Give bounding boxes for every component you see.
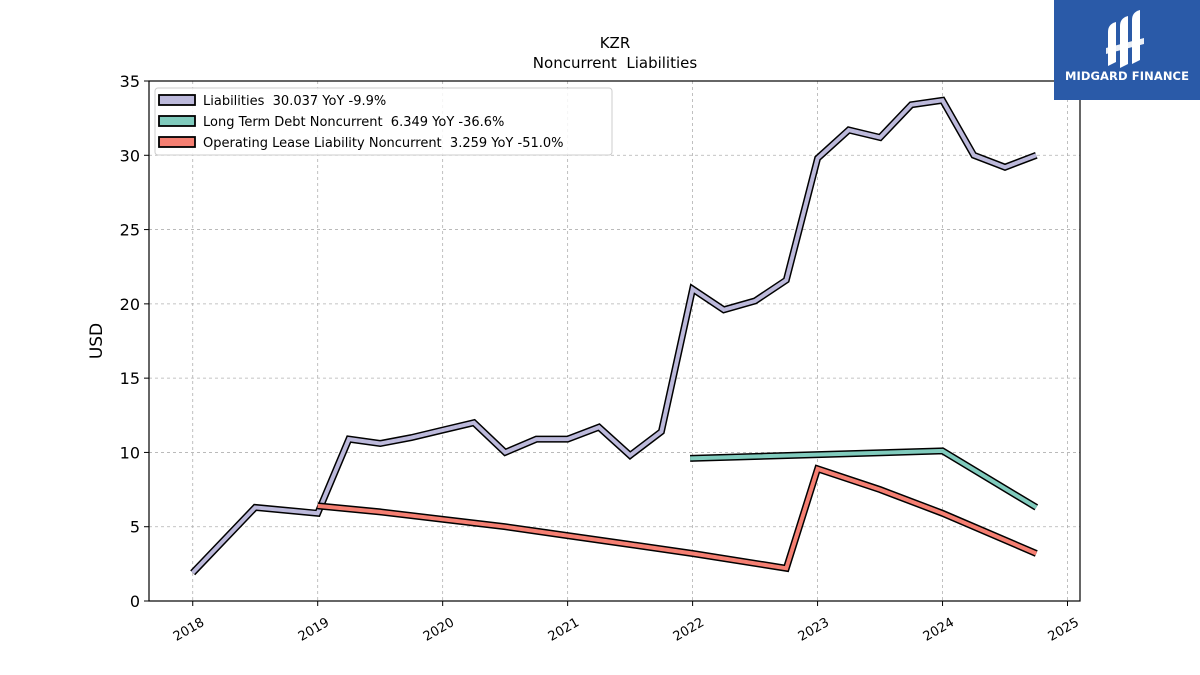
- series-line-1: [690, 448, 1038, 510]
- x-tick-label: 2019: [296, 615, 332, 645]
- y-tick-label: 30: [120, 146, 140, 165]
- y-tick-label: 15: [120, 369, 140, 388]
- y-tick-label: 20: [120, 295, 140, 314]
- x-tick-label: 2025: [1046, 615, 1082, 645]
- chart-title: KZR: [600, 34, 631, 52]
- x-tick-label: 2023: [796, 615, 832, 645]
- legend-swatch-2: [158, 136, 196, 148]
- plot-frame: [148, 80, 1081, 602]
- chart-subtitle: Noncurrent Liabilities: [533, 54, 698, 72]
- series-line-0: [191, 98, 1038, 575]
- brand-mark-icon: [1106, 10, 1144, 68]
- x-tick-label: 2018: [171, 615, 207, 645]
- brand-logo: MIDGARD FINANCE: [1054, 0, 1200, 100]
- legend-swatch-1: [158, 115, 196, 127]
- x-tick-label: 2024: [921, 615, 957, 645]
- x-tick-label: 2022: [671, 615, 707, 645]
- legend: Liabilities 30.037 YoY -9.9% Long Term De…: [154, 87, 613, 156]
- y-tick-label: 25: [120, 221, 140, 240]
- legend-label-2: Operating Lease Liability Noncurrent 3.2…: [203, 136, 564, 151]
- legend-box: [154, 87, 613, 156]
- legend-label-1: Long Term Debt Noncurrent 6.349 YoY -36.…: [203, 115, 504, 130]
- series-outline-1: [689, 447, 1039, 511]
- x-tick-label: 2021: [546, 615, 582, 645]
- series-line-2: [317, 466, 1038, 571]
- legend-swatch-0: [158, 94, 196, 106]
- y-axis-label: USD: [87, 323, 107, 359]
- y-tick-label: 5: [130, 518, 140, 537]
- brand-name: MIDGARD FINANCE: [1064, 69, 1190, 83]
- y-tick-label: 0: [130, 592, 140, 611]
- grid: [149, 80, 1080, 602]
- legend-label-0: Liabilities 30.037 YoY -9.9%: [203, 94, 386, 109]
- series-lines: [190, 96, 1039, 576]
- y-axis-ticks: 0 5 10 15 20 25 30 35: [120, 72, 149, 611]
- y-tick-label: 35: [120, 72, 140, 91]
- x-axis-ticks: 2018 2019 2020 2021 2022 2023 2024 2025: [171, 601, 1082, 645]
- y-tick-label: 10: [120, 443, 140, 462]
- x-tick-label: 2020: [421, 615, 457, 645]
